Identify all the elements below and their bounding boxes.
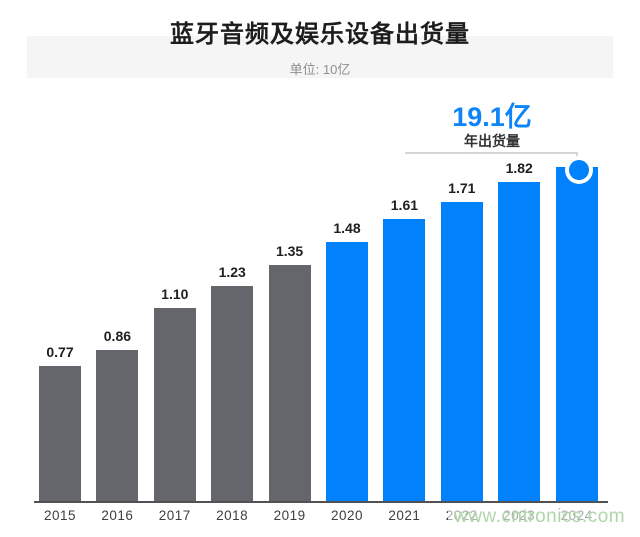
x-tick-label-2015: 2015 [43, 508, 77, 523]
x-tick-label-2016: 2016 [101, 508, 134, 523]
bar-value-label-2017: 1.10 [161, 286, 189, 302]
bar-2015 [39, 366, 81, 501]
x-tick-label-2019: 2019 [273, 508, 306, 523]
bar-2016 [96, 350, 139, 501]
highlight-point-marker-dot [568, 160, 589, 180]
x-tick-label-2017: 2017 [158, 508, 191, 523]
bar-value-label-2022: 1.71 [448, 180, 476, 196]
bar-value-label-2016: 0.86 [103, 328, 132, 344]
bar-value-label-2018: 1.23 [218, 264, 246, 280]
x-axis-line [34, 501, 608, 503]
bar-value-label-2021: 1.61 [390, 197, 419, 213]
highlight-point-marker [564, 156, 593, 184]
bar-2023 [498, 182, 541, 501]
bar-2017 [153, 308, 196, 501]
bar-2024 [555, 167, 598, 501]
bar-value-label-2015: 0.77 [46, 344, 74, 360]
header-band [27, 36, 613, 78]
chart-unit-subtitle: 单位: 10亿 [289, 62, 351, 77]
x-tick-label-2021: 2021 [388, 508, 421, 523]
watermark-url: www.cntronics.com [448, 504, 632, 530]
bar-value-label-2019: 1.35 [275, 243, 304, 259]
chart-title: 蓝牙音频及娱乐设备出货量 [170, 21, 470, 48]
bar-value-label-2020: 1.48 [333, 220, 361, 236]
x-tick-label-2020: 2020 [330, 508, 364, 523]
bar-2019 [268, 265, 311, 501]
bar-value-label-2023: 1.82 [505, 160, 533, 176]
annotation-total-value: 19.1亿 [452, 102, 532, 132]
annotation-leader-line-horizontal [405, 152, 578, 154]
annotation-caption: 年出货量 [464, 133, 520, 149]
bar-2018 [211, 286, 254, 501]
bar-2022 [440, 202, 483, 501]
x-tick-label-2018: 2018 [216, 508, 249, 523]
bar-2021 [383, 219, 426, 501]
bar-2020 [326, 242, 368, 501]
